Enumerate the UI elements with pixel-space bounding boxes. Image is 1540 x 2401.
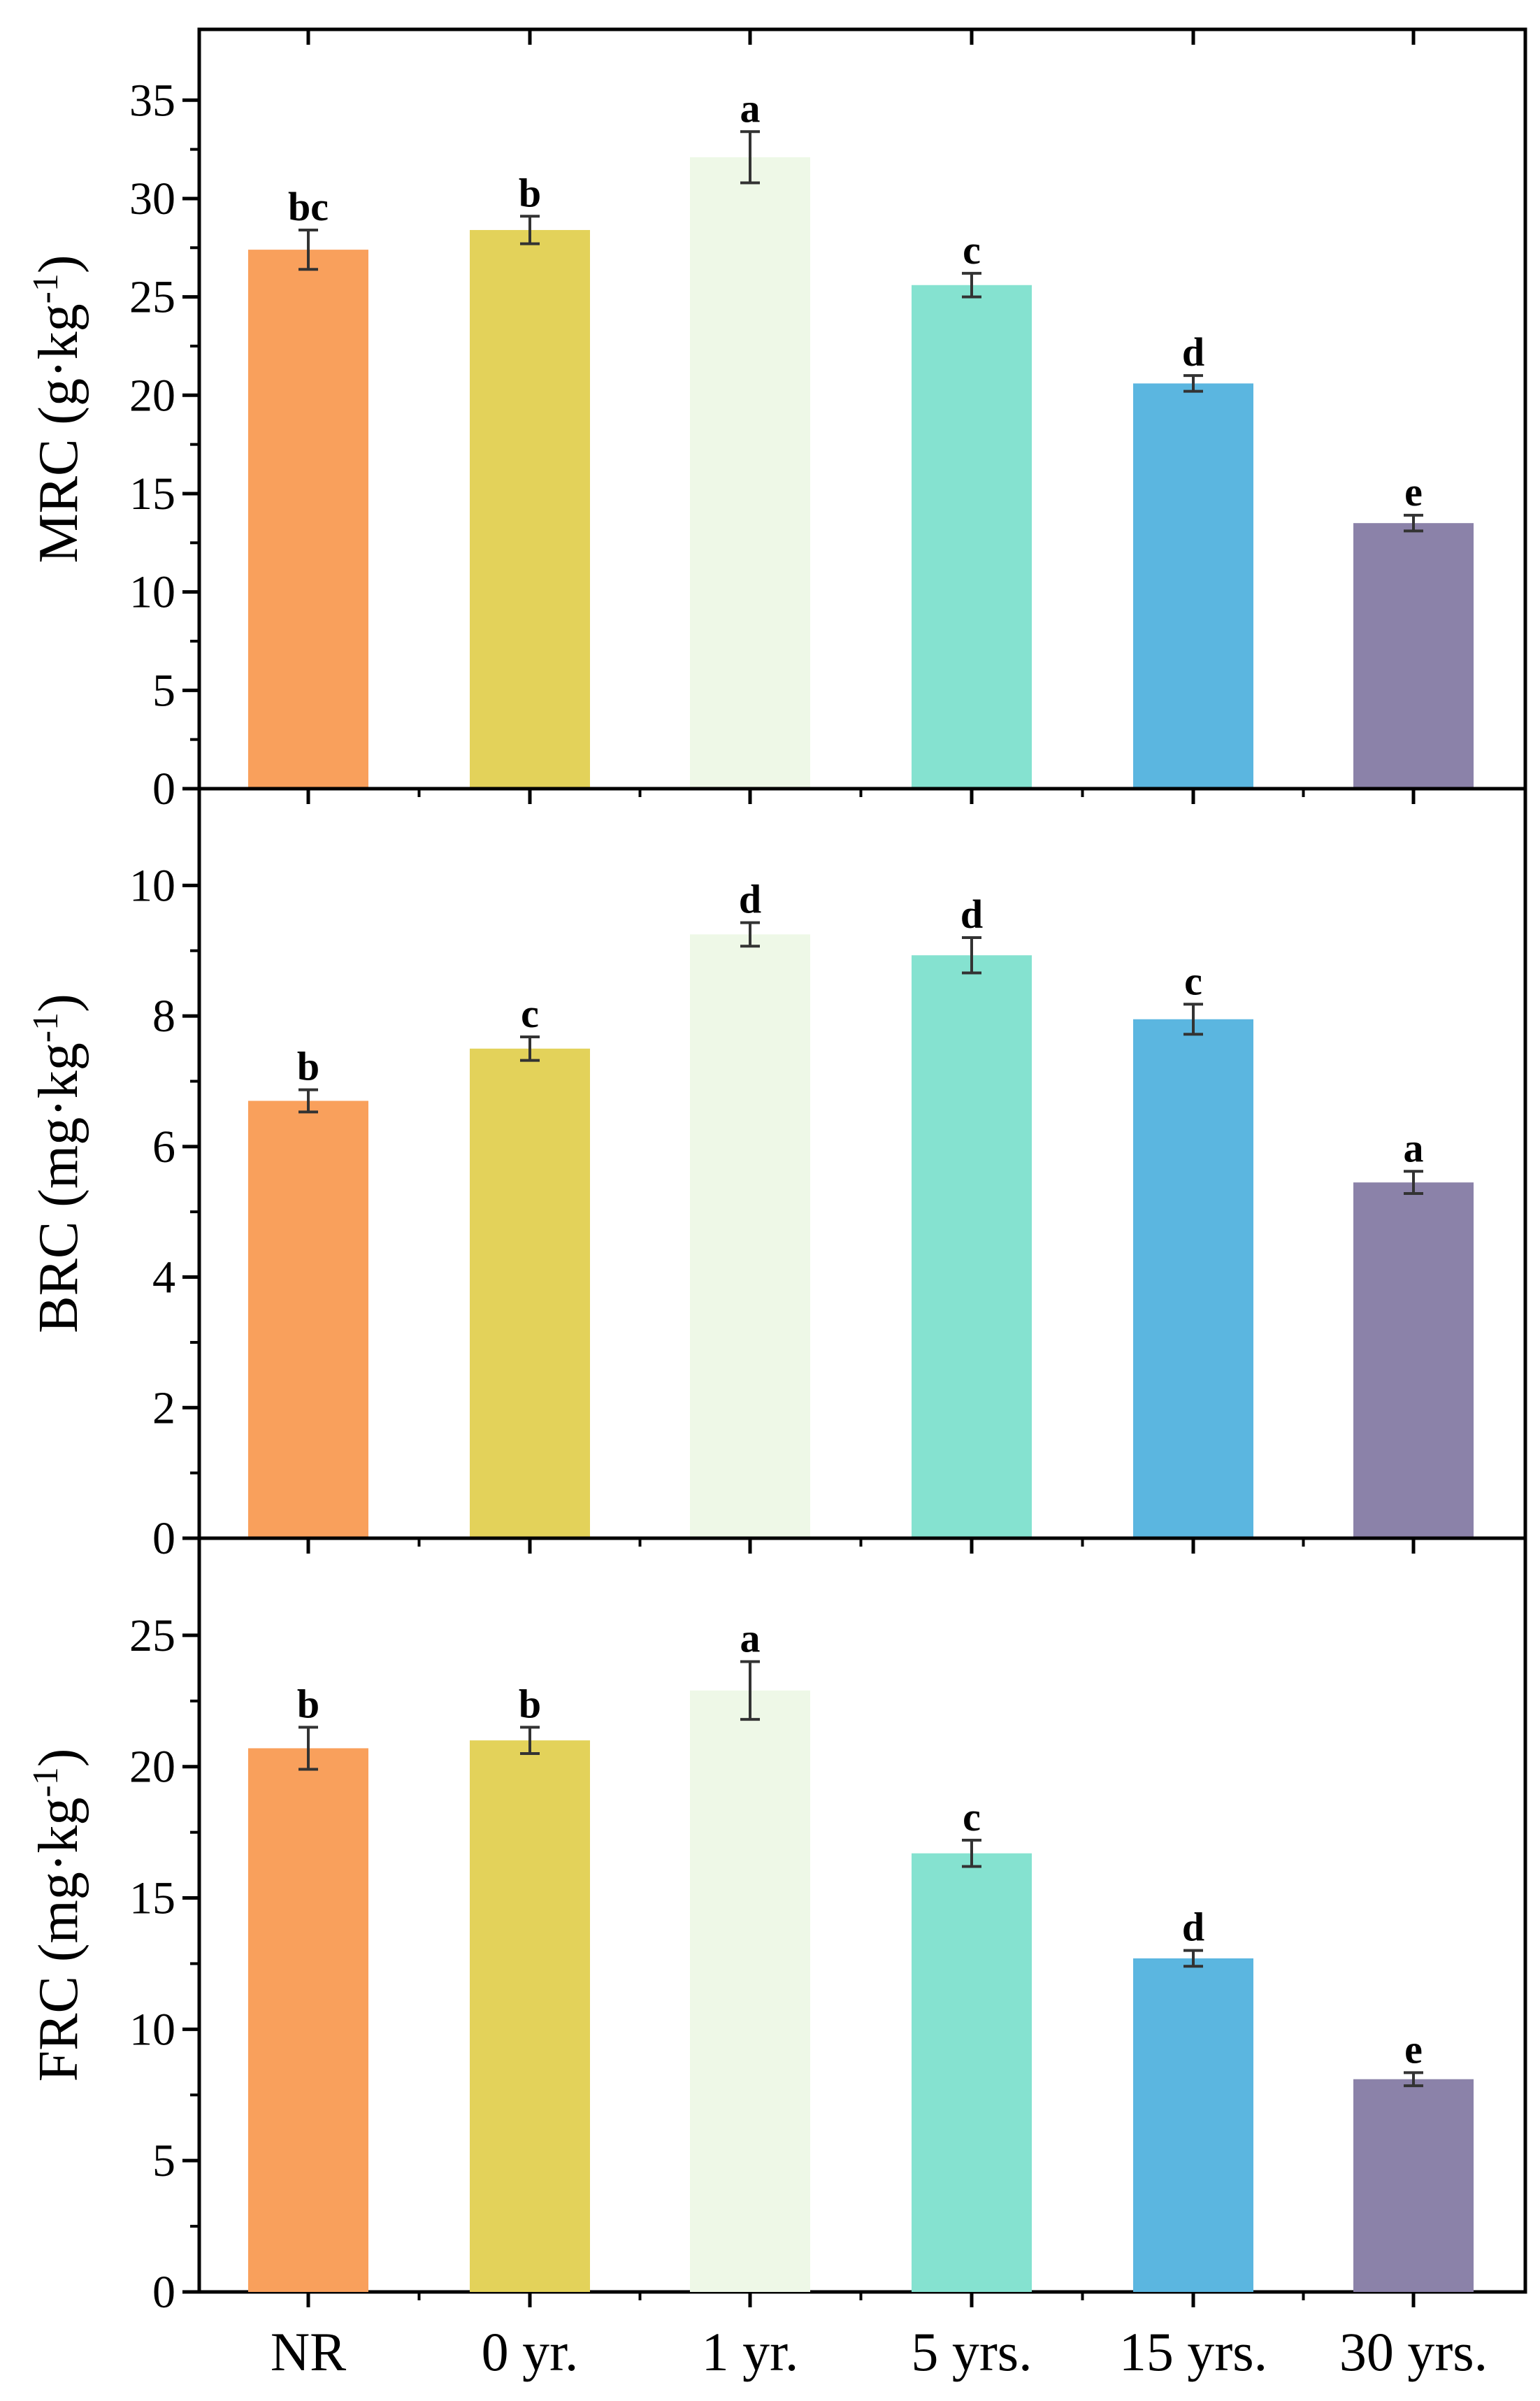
panel-top-bar: [690, 157, 810, 789]
panel-middle-y-axis-label: BRC (mg·kg-1): [26, 994, 90, 1333]
panel-bottom-bar: [912, 1853, 1032, 2292]
panel-bottom-significance-letter: e: [1404, 2026, 1423, 2072]
panel-top-y-tick-label: 10: [129, 567, 175, 618]
panel-bottom-y-axis-label: FRC (mg·kg-1): [26, 1749, 90, 2082]
panel-top-y-tick-label: 20: [129, 370, 175, 421]
panel-middle-significance-letter: b: [297, 1044, 319, 1089]
panel-middle-bar: [912, 955, 1032, 1538]
panel-middle-frame: [197, 787, 1527, 1540]
panel-middle-significance-letter: d: [739, 877, 761, 922]
panel-middle-y-tick-label: 8: [152, 991, 175, 1042]
panel-bottom-x-tick-label: 5 yrs.: [911, 2321, 1032, 2382]
panel-bottom-significance-letter: b: [519, 1681, 541, 1726]
panel-bottom-bar: [470, 1740, 590, 2292]
panel-bottom-bar: [1133, 1958, 1253, 2292]
panel-bottom-y-tick-label: 5: [152, 2135, 175, 2186]
panel-top-y-axis-label: MRC (g·kg-1): [26, 255, 90, 563]
panel-top-bar: [1353, 523, 1474, 789]
panel-middle-bar: [690, 934, 810, 1538]
panel-middle-y-tick-label: 0: [152, 1513, 175, 1564]
panel-top-bar: [248, 250, 368, 789]
panel-bottom-significance-letter: d: [1182, 1905, 1204, 1950]
panel-middle-bar: [248, 1101, 368, 1538]
panel-top-y-tick-label: 5: [152, 665, 175, 716]
panel-middle-bar: [470, 1048, 590, 1538]
panel-bottom-bar: [248, 1748, 368, 2292]
panel-bottom-y-tick-label: 25: [129, 1610, 175, 1661]
panel-top-y-tick-label: 15: [129, 468, 175, 519]
panel-bottom-x-tick-label: 15 yrs.: [1119, 2321, 1267, 2382]
panel-middle-y-tick-label: 2: [152, 1382, 175, 1433]
panel-top-significance-letter: b: [519, 170, 541, 215]
panel-top-significance-letter: d: [1182, 329, 1204, 375]
panel-middle-bar: [1133, 1019, 1253, 1538]
panel-bottom-significance-letter: c: [963, 1794, 981, 1840]
panel-bottom-y-tick-label: 0: [152, 2267, 175, 2318]
panel-top-bar: [470, 229, 590, 789]
panel-bottom-frame: [197, 1536, 1527, 2294]
panel-top-y-tick-label: 25: [129, 272, 175, 323]
panel-middle-bar: [1353, 1182, 1474, 1538]
panel-bottom-x-tick-label: 1 yr.: [702, 2321, 799, 2382]
panel-middle-significance-letter: a: [1404, 1125, 1424, 1170]
panel-top-significance-letter: e: [1404, 469, 1423, 515]
panel-middle-significance-letter: d: [960, 891, 983, 937]
panel-bottom-bar: [690, 1690, 810, 2292]
panel-top-significance-letter: c: [963, 227, 981, 273]
panel-bottom-bar: [1353, 2079, 1474, 2292]
panel-middle-significance-letter: c: [1184, 958, 1202, 1003]
panel-top-frame: [197, 27, 1527, 791]
panel-bottom-significance-letter: b: [297, 1681, 319, 1726]
panel-middle-y-tick-label: 6: [152, 1121, 175, 1173]
panel-bottom-x-tick-label: 0 yr.: [482, 2321, 579, 2382]
panel-top-significance-letter: a: [740, 85, 761, 131]
panel-bottom-y-tick-label: 10: [129, 2004, 175, 2055]
panel-middle-significance-letter: c: [521, 991, 539, 1036]
panel-bottom-y-tick-label: 15: [129, 1873, 175, 1924]
panel-middle-y-tick-label: 4: [152, 1252, 175, 1303]
panel-bottom-y-tick-label: 20: [129, 1742, 175, 1793]
panel-top-significance-letter: bc: [288, 184, 329, 229]
panel-top-y-tick-label: 35: [129, 75, 175, 126]
panel-top-bar: [912, 285, 1032, 789]
panel-top-bar: [1133, 383, 1253, 789]
panel-bottom-x-tick-label: 30 yrs.: [1339, 2321, 1488, 2382]
panel-top-y-tick-label: 30: [129, 173, 175, 224]
panel-bottom-x-tick-label: NR: [271, 2321, 346, 2382]
panel-top-y-tick-label: 0: [152, 764, 175, 815]
panel-middle-y-tick-label: 10: [129, 860, 175, 911]
panel-bottom-significance-letter: a: [740, 1615, 761, 1661]
